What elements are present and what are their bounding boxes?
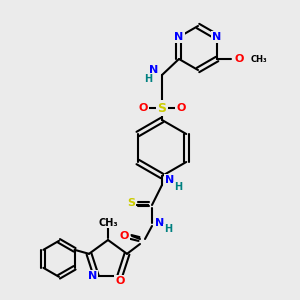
- Text: N: N: [165, 175, 175, 185]
- Text: H: H: [174, 182, 182, 192]
- Text: N: N: [212, 32, 222, 42]
- Text: S: S: [127, 198, 135, 208]
- Text: N: N: [155, 218, 165, 228]
- Text: O: O: [115, 276, 124, 286]
- Text: O: O: [234, 54, 244, 64]
- Text: N: N: [149, 65, 159, 75]
- Text: O: O: [119, 231, 129, 241]
- Text: CH₃: CH₃: [98, 218, 118, 228]
- Text: N: N: [174, 32, 184, 42]
- Text: CH₃: CH₃: [251, 55, 268, 64]
- Text: O: O: [138, 103, 148, 113]
- Text: S: S: [158, 101, 166, 115]
- Text: H: H: [164, 224, 172, 234]
- Text: N: N: [88, 271, 97, 281]
- Text: O: O: [176, 103, 186, 113]
- Text: H: H: [144, 74, 152, 84]
